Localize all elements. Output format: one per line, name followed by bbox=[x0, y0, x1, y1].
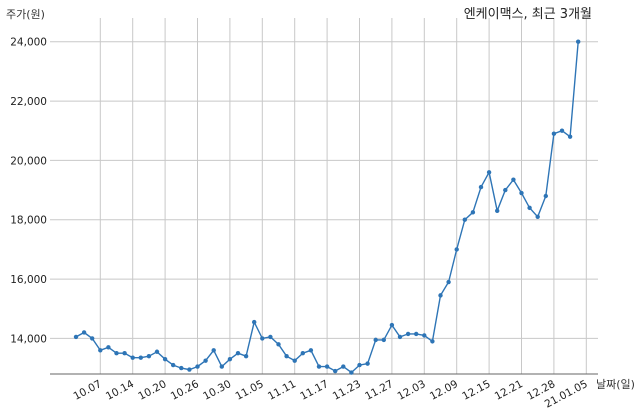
data-point bbox=[478, 184, 484, 190]
x-tick-labels: 10.07 10.14 10.20 10.26 10.30 11.05 11.11 11.17… bbox=[72, 378, 590, 411]
x-tick-label: 11.17 bbox=[298, 378, 330, 403]
data-point bbox=[495, 208, 500, 214]
y-axis-title: 주가(원) bbox=[6, 8, 45, 21]
data-point bbox=[365, 361, 370, 366]
x-tick-label: 12.09 bbox=[428, 378, 460, 403]
data-point bbox=[567, 134, 573, 139]
data-point bbox=[235, 351, 241, 356]
data-point bbox=[462, 217, 467, 222]
data-point bbox=[349, 370, 354, 375]
x-tick-label: 11.05 bbox=[234, 378, 266, 403]
y-tick-label: 24,000 bbox=[10, 37, 47, 49]
x-tick-label: 11.27 bbox=[363, 378, 395, 403]
x-tick-label: 11.23 bbox=[331, 378, 363, 403]
x-tick-label: 10.14 bbox=[104, 378, 136, 403]
data-point bbox=[543, 193, 548, 199]
x-tick-label: 10.07 bbox=[72, 378, 104, 403]
x-tick-label: 10.20 bbox=[136, 378, 168, 403]
data-point bbox=[268, 334, 273, 340]
data-point bbox=[260, 336, 265, 341]
data-point bbox=[333, 368, 338, 374]
data-point bbox=[300, 351, 305, 356]
data-point bbox=[535, 214, 540, 219]
x-axis-title: 날짜(일) bbox=[596, 377, 635, 391]
x-tick-label: 11.11 bbox=[266, 378, 298, 403]
y-tick-label: 16,000 bbox=[10, 274, 47, 286]
data-point bbox=[503, 187, 508, 193]
data-point bbox=[430, 339, 435, 344]
data-point bbox=[519, 190, 524, 196]
data-point bbox=[227, 356, 233, 362]
data-point bbox=[446, 279, 451, 285]
data-point bbox=[527, 205, 532, 211]
y-gridlines bbox=[50, 41, 598, 339]
y-tick-labels: 14,000 16,000 18,000 20,000 22,000 24,000 bbox=[10, 37, 47, 346]
x-gridlines bbox=[99, 18, 587, 374]
y-tick-label: 22,000 bbox=[10, 96, 47, 108]
data-point bbox=[179, 365, 184, 371]
data-point bbox=[211, 348, 216, 353]
data-point bbox=[381, 337, 386, 343]
data-point bbox=[73, 334, 79, 340]
chart-title: 엔케이맥스, 최근 3개월 bbox=[464, 7, 592, 22]
x-tick-label: 10.26 bbox=[169, 378, 201, 403]
data-point bbox=[292, 358, 297, 363]
data-point bbox=[576, 39, 581, 44]
x-tick-label: 12.21 bbox=[493, 378, 525, 403]
data-point bbox=[284, 354, 289, 359]
data-point bbox=[422, 333, 427, 338]
data-point bbox=[252, 319, 257, 325]
data-point bbox=[276, 342, 281, 347]
data-point bbox=[130, 355, 135, 360]
data-point bbox=[470, 210, 476, 215]
data-point bbox=[203, 358, 208, 363]
y-tick-label: 14,000 bbox=[10, 333, 47, 345]
data-point bbox=[219, 364, 224, 369]
data-point bbox=[454, 247, 459, 252]
series-layer bbox=[73, 39, 581, 375]
data-point bbox=[373, 337, 378, 343]
data-point bbox=[308, 348, 314, 353]
data-point bbox=[405, 331, 411, 337]
y-tick-label: 20,000 bbox=[10, 155, 47, 167]
data-point bbox=[316, 364, 322, 369]
data-point bbox=[414, 331, 419, 337]
x-tick-label: 12.15 bbox=[460, 378, 492, 403]
data-point bbox=[486, 170, 492, 175]
data-point bbox=[154, 349, 160, 354]
data-point bbox=[324, 364, 330, 369]
data-point bbox=[438, 293, 443, 298]
data-point bbox=[511, 177, 516, 182]
data-point bbox=[90, 336, 95, 341]
data-point bbox=[397, 334, 403, 340]
data-point bbox=[559, 128, 565, 133]
data-point bbox=[81, 330, 87, 335]
data-point bbox=[243, 354, 249, 359]
y-tick-label: 18,000 bbox=[10, 215, 47, 227]
x-tick-label: 12.03 bbox=[396, 378, 428, 403]
data-point bbox=[146, 354, 152, 359]
data-point bbox=[171, 362, 176, 368]
data-point bbox=[341, 364, 346, 369]
data-point bbox=[195, 364, 200, 369]
data-point bbox=[122, 351, 127, 356]
data-point bbox=[162, 356, 168, 362]
data-point bbox=[114, 351, 119, 356]
data-point bbox=[138, 355, 143, 360]
data-point bbox=[106, 345, 111, 350]
data-point bbox=[357, 362, 362, 368]
data-point bbox=[187, 367, 192, 372]
data-point bbox=[389, 322, 395, 328]
x-tick-label: 10.30 bbox=[201, 378, 233, 403]
data-point bbox=[551, 131, 557, 136]
data-point bbox=[98, 348, 103, 353]
